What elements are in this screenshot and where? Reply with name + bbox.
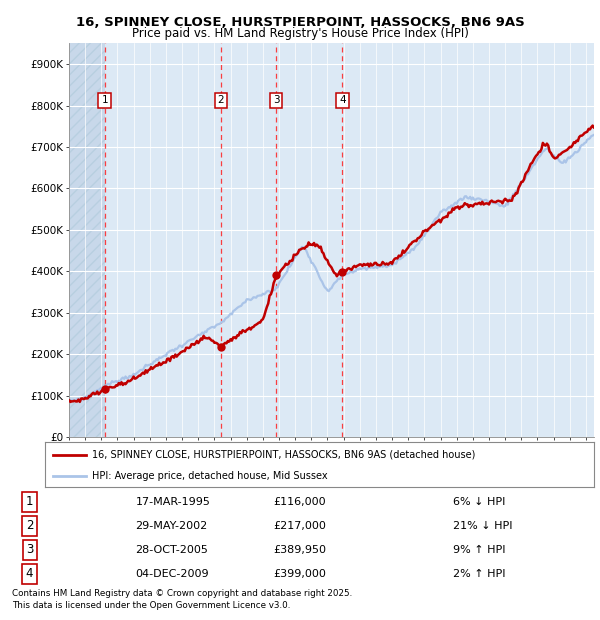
Text: 29-MAY-2002: 29-MAY-2002 — [136, 521, 208, 531]
Text: Contains HM Land Registry data © Crown copyright and database right 2025.
This d: Contains HM Land Registry data © Crown c… — [12, 588, 352, 610]
Text: 3: 3 — [273, 95, 280, 105]
Text: 4: 4 — [339, 95, 346, 105]
Text: 28-OCT-2005: 28-OCT-2005 — [136, 545, 208, 555]
Bar — [69, 43, 104, 437]
Text: 4: 4 — [26, 567, 33, 580]
Text: 04-DEC-2009: 04-DEC-2009 — [136, 569, 209, 579]
Text: £217,000: £217,000 — [274, 521, 326, 531]
Text: HPI: Average price, detached house, Mid Sussex: HPI: Average price, detached house, Mid … — [92, 471, 327, 480]
Text: 1: 1 — [26, 495, 33, 508]
Text: 9% ↑ HPI: 9% ↑ HPI — [453, 545, 505, 555]
Text: 6% ↓ HPI: 6% ↓ HPI — [453, 497, 505, 507]
Text: 1: 1 — [101, 95, 108, 105]
Text: 2% ↑ HPI: 2% ↑ HPI — [453, 569, 505, 579]
Text: 17-MAR-1995: 17-MAR-1995 — [136, 497, 210, 507]
Text: £399,000: £399,000 — [274, 569, 326, 579]
Text: Price paid vs. HM Land Registry's House Price Index (HPI): Price paid vs. HM Land Registry's House … — [131, 27, 469, 40]
Text: £389,950: £389,950 — [274, 545, 326, 555]
Text: 16, SPINNEY CLOSE, HURSTPIERPOINT, HASSOCKS, BN6 9AS: 16, SPINNEY CLOSE, HURSTPIERPOINT, HASSO… — [76, 16, 524, 29]
Text: 2: 2 — [26, 520, 33, 533]
Text: 2: 2 — [218, 95, 224, 105]
Text: 3: 3 — [26, 543, 33, 556]
Text: 21% ↓ HPI: 21% ↓ HPI — [453, 521, 512, 531]
Text: £116,000: £116,000 — [274, 497, 326, 507]
Text: 16, SPINNEY CLOSE, HURSTPIERPOINT, HASSOCKS, BN6 9AS (detached house): 16, SPINNEY CLOSE, HURSTPIERPOINT, HASSO… — [92, 450, 475, 459]
